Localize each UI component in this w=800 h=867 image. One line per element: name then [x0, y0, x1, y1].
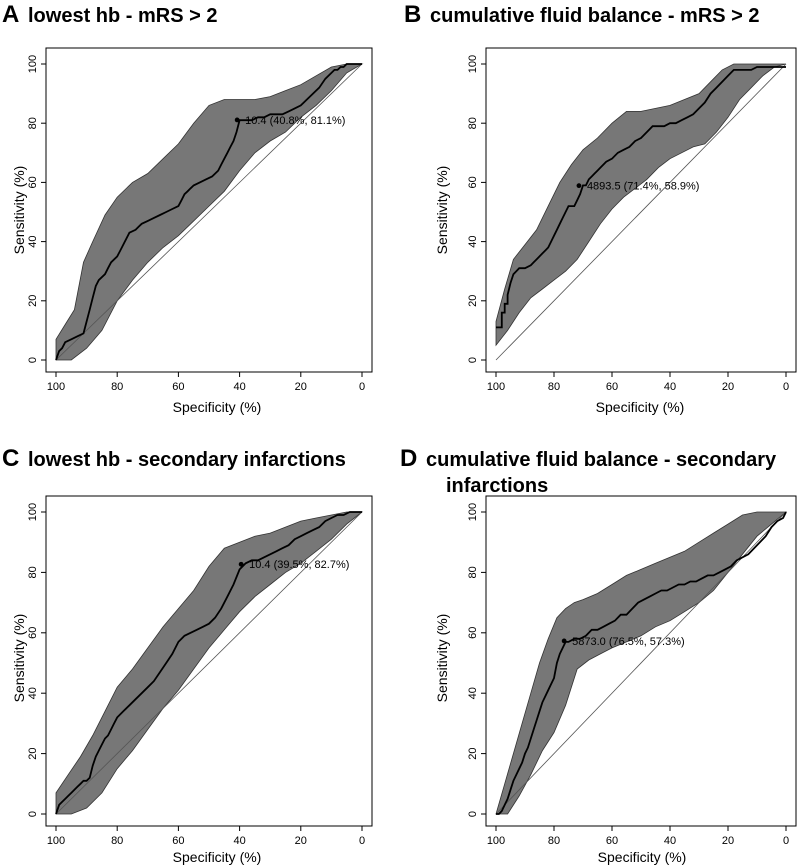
roc-chart-c: C lowest hb - secondary infarctions Spec… — [2, 445, 373, 865]
y-tick-label: 0 — [27, 811, 39, 817]
y-tick-label: 20 — [467, 295, 479, 307]
y-tick-label: 60 — [27, 176, 39, 188]
y-tick-label: 60 — [467, 176, 479, 188]
roc-chart-a: A lowest hb - mRS > 2 Specificity (%) Se… — [2, 1, 373, 415]
x-axis-label: Specificity (%) — [173, 399, 262, 415]
panel-title-line-1: cumulative fluid balance - mRS > 2 — [430, 5, 760, 27]
chance-line — [495, 63, 787, 361]
x-tick-label: 20 — [295, 835, 307, 847]
panel-d: D cumulative fluid balance - secondary i… — [400, 434, 800, 867]
panel-title-line-1: lowest hb - secondary infarctions — [28, 449, 346, 471]
x-tick-label: 40 — [233, 381, 245, 393]
y-axis-label: Sensitivity (%) — [434, 166, 450, 255]
panel-title-line-2: infarctions — [446, 475, 548, 497]
x-tick-label: 40 — [664, 835, 676, 847]
chance-line — [55, 63, 363, 361]
y-tick-label: 20 — [467, 747, 479, 759]
y-tick-label: 80 — [467, 566, 479, 578]
x-tick-label: 0 — [359, 381, 365, 393]
x-tick-label: 100 — [487, 835, 505, 847]
threshold-label: 4893.5 (71.4%, 58.9%) — [587, 181, 700, 193]
y-tick-label: 0 — [467, 811, 479, 817]
x-tick-label: 60 — [172, 381, 184, 393]
y-tick-label: 100 — [27, 503, 39, 521]
x-axis-label: Specificity (%) — [598, 849, 687, 865]
panel-letter: D — [400, 445, 417, 472]
roc-chart-d: D cumulative fluid balance - secondary i… — [400, 445, 797, 865]
threshold-label: 10.4 (39.5%, 82.7%) — [249, 559, 349, 571]
y-tick-label: 80 — [27, 566, 39, 578]
x-tick-label: 40 — [233, 835, 245, 847]
x-tick-label: 80 — [548, 835, 560, 847]
y-tick-label: 40 — [27, 235, 39, 247]
y-tick-label: 80 — [467, 117, 479, 129]
x-tick-label: 0 — [783, 835, 789, 847]
x-tick-label: 60 — [606, 381, 618, 393]
x-tick-label: 0 — [359, 835, 365, 847]
threshold-point — [234, 117, 240, 123]
x-tick-label: 80 — [111, 835, 123, 847]
roc-curve — [55, 511, 362, 815]
x-tick-label: 100 — [487, 381, 505, 393]
x-tick-label: 100 — [47, 835, 65, 847]
x-tick-label: 20 — [722, 835, 734, 847]
threshold-label: 5873.0 (76.5%, 57.3%) — [572, 636, 685, 648]
x-tick-label: 60 — [606, 835, 618, 847]
x-tick-label: 0 — [783, 381, 789, 393]
roc-curve — [55, 63, 362, 361]
y-tick-label: 100 — [27, 55, 39, 73]
threshold-point — [576, 183, 582, 189]
y-tick-label: 20 — [27, 295, 39, 307]
y-tick-label: 80 — [27, 117, 39, 129]
chance-line — [495, 511, 787, 815]
roc-curve — [496, 66, 786, 329]
panel-title-line-1: lowest hb - mRS > 2 — [28, 5, 217, 27]
plot-frame — [45, 495, 373, 827]
x-tick-label: 20 — [295, 381, 307, 393]
chance-line — [55, 511, 363, 815]
x-tick-label: 40 — [664, 381, 676, 393]
y-tick-label: 40 — [27, 687, 39, 699]
y-tick-label: 0 — [27, 357, 39, 363]
roc-curve — [496, 511, 787, 815]
y-axis-label: Sensitivity (%) — [11, 614, 27, 703]
x-tick-label: 60 — [172, 835, 184, 847]
panel-c: C lowest hb - secondary infarctions Spec… — [0, 434, 400, 867]
y-tick-label: 20 — [27, 747, 39, 759]
x-tick-label: 100 — [47, 381, 65, 393]
plot-frame — [45, 47, 373, 373]
panel-b: B cumulative fluid balance - mRS > 2 Spe… — [400, 0, 800, 433]
y-tick-label: 0 — [467, 357, 479, 363]
plot-frame — [485, 495, 797, 827]
x-tick-label: 80 — [111, 381, 123, 393]
y-tick-label: 60 — [467, 627, 479, 639]
threshold-label: 10.4 (40.8%, 81.1%) — [245, 115, 345, 127]
plot-frame — [485, 47, 797, 373]
y-axis-label: Sensitivity (%) — [11, 166, 27, 255]
panel-letter: A — [2, 1, 19, 28]
y-tick-label: 100 — [467, 55, 479, 73]
x-tick-label: 20 — [722, 381, 734, 393]
threshold-point — [238, 561, 244, 567]
y-tick-label: 40 — [467, 687, 479, 699]
x-axis-label: Specificity (%) — [596, 399, 685, 415]
y-tick-label: 40 — [467, 235, 479, 247]
panel-letter: B — [404, 1, 421, 28]
panel-a: A lowest hb - mRS > 2 Specificity (%) Se… — [0, 0, 400, 433]
x-axis-label: Specificity (%) — [173, 849, 262, 865]
ci-band — [495, 63, 787, 347]
y-tick-label: 60 — [27, 627, 39, 639]
panel-title-line-1: cumulative fluid balance - secondary — [426, 449, 777, 471]
threshold-point — [561, 638, 567, 644]
y-tick-label: 100 — [467, 503, 479, 521]
y-axis-label: Sensitivity (%) — [434, 614, 450, 703]
roc-chart-b: B cumulative fluid balance - mRS > 2 Spe… — [404, 1, 797, 415]
x-tick-label: 80 — [548, 381, 560, 393]
panel-letter: C — [2, 445, 19, 472]
